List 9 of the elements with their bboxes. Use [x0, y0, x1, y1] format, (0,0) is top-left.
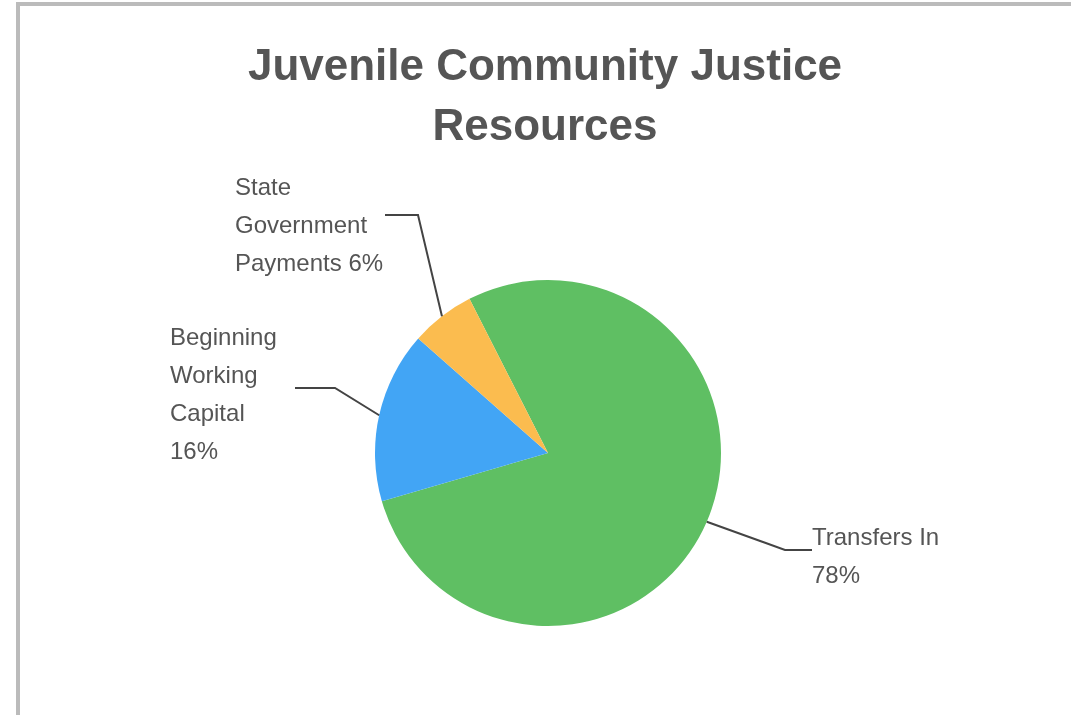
data-label: 78%	[812, 561, 861, 588]
chart-title: Juvenile Community Justice Resources	[247, 40, 843, 149]
pie-slice	[375, 338, 548, 502]
slice-label: Beginning Working Capital	[170, 323, 277, 426]
pie-slice	[418, 298, 548, 453]
slice-label: Transfers In	[812, 523, 940, 550]
slice-label: State Government Payments 6%	[235, 173, 384, 276]
data-label: 16%	[170, 437, 219, 464]
pie-slice	[381, 280, 721, 626]
